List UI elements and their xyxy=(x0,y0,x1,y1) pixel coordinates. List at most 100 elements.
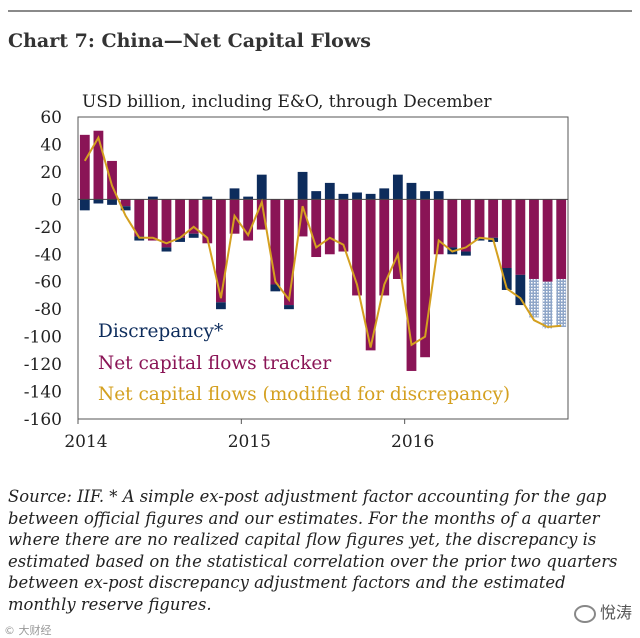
tracker-bar xyxy=(188,199,199,234)
discrepancy-bar xyxy=(147,196,158,200)
tracker-bar xyxy=(120,199,131,207)
tracker-bar xyxy=(515,199,526,275)
tracker-bar xyxy=(134,199,145,237)
discrepancy-bar xyxy=(120,206,131,211)
discrepancy-bar xyxy=(93,199,104,204)
discrepancy-bar xyxy=(284,305,294,310)
discrepancy-bar xyxy=(229,188,240,200)
estimated-discrepancy-bar xyxy=(529,278,539,318)
tracker-bar xyxy=(406,199,417,371)
tracker-bar xyxy=(392,199,403,279)
discrepancy-bar xyxy=(79,199,90,211)
bottom-caption: © 大财经 xyxy=(4,624,52,637)
watermark: 悅涛 xyxy=(573,599,632,623)
y-tick-label: -80 xyxy=(35,300,62,320)
tracker-bar xyxy=(501,199,512,268)
discrepancy-bar xyxy=(474,237,485,241)
plot-frame xyxy=(77,116,569,420)
net-capital-flows-line xyxy=(83,135,562,348)
tracker-bar xyxy=(284,199,294,306)
y-tick-label: 40 xyxy=(40,135,62,155)
y-tick-label: -120 xyxy=(24,355,62,375)
tracker-bar xyxy=(93,130,104,200)
tracker-bar xyxy=(175,199,185,238)
tracker-bar xyxy=(270,199,281,285)
discrepancy-bar xyxy=(297,171,308,200)
discrepancy-bar xyxy=(202,196,213,200)
x-axis: 2014 2015 2016 xyxy=(64,419,434,452)
x-tick-label: 2014 xyxy=(64,432,107,452)
tracker-bar xyxy=(161,199,172,248)
tracker-bar xyxy=(147,199,158,241)
discrepancy-bar xyxy=(501,268,512,290)
y-tick-label: 0 xyxy=(51,190,62,210)
tracker-bar xyxy=(324,199,335,255)
discrepancy-bar xyxy=(461,251,471,256)
discrepancy-bar xyxy=(352,192,362,200)
tracker-bar xyxy=(447,199,458,248)
source-footnote: Source: IIF. * A simple ex-post adjustme… xyxy=(8,487,618,614)
discrepancy-bar xyxy=(188,233,199,238)
tracker-bar xyxy=(488,199,499,238)
legend: Discrepancy* Net capital flows tracker N… xyxy=(98,321,510,405)
y-tick-label: -60 xyxy=(35,273,62,293)
tracker-bar xyxy=(365,199,376,351)
tracker-bar xyxy=(433,199,444,255)
legend-discrepancy: Discrepancy* xyxy=(98,321,223,342)
y-tick-label: -160 xyxy=(24,410,62,430)
tracker-bar xyxy=(297,199,308,237)
discrepancy-bar xyxy=(365,193,376,200)
tracker-bar xyxy=(461,199,471,252)
chart: USD billion, including E&O, through Dece… xyxy=(24,92,569,452)
discrepancy-bar xyxy=(216,302,226,310)
watermark-text: 悅涛 xyxy=(599,603,632,622)
estimated-discrepancy-bar xyxy=(542,281,553,329)
discrepancy-bar xyxy=(433,191,444,200)
plot-area: 60 40 20 0 -20 -40 -60 -80 -100 -120 -140 -160 2014… xyxy=(24,108,569,452)
discrepancy-bar xyxy=(107,199,117,205)
tracker-bar xyxy=(474,199,485,238)
tracker-bar xyxy=(338,199,349,252)
y-tick-label: 60 xyxy=(40,108,62,128)
y-axis: 60 40 20 0 -20 -40 -60 -80 -100 -120 -140 -160 xyxy=(24,108,62,430)
tracker-bar xyxy=(216,199,226,303)
x-tick-label: 2015 xyxy=(228,432,271,452)
discrepancy-bar xyxy=(515,274,526,306)
legend-tracker: Net capital flows tracker xyxy=(98,353,331,374)
y-tick-label: -20 xyxy=(35,218,62,238)
discrepancy-bar xyxy=(256,174,267,200)
tracker-bar xyxy=(529,199,539,279)
discrepancy-bar xyxy=(379,188,390,200)
discrepancy-bar xyxy=(175,237,185,242)
estimated-discrepancy-bar xyxy=(556,278,567,328)
tracker-bar xyxy=(311,199,322,258)
tracker-bar xyxy=(542,199,553,282)
discrepancy-bar xyxy=(338,193,349,200)
legend-modified-line: Net capital flows (modified for discrepa… xyxy=(98,384,510,405)
discrepancy-bar xyxy=(324,182,335,200)
discrepancy-bar xyxy=(161,247,172,252)
discrepancy-bar xyxy=(406,182,417,200)
discrepancy-bar xyxy=(392,174,403,200)
tracker-bar xyxy=(107,160,117,200)
y-tick-label: -100 xyxy=(24,328,62,348)
wechat-icon xyxy=(573,604,596,623)
discrepancy-bar xyxy=(420,191,430,200)
discrepancy-bar xyxy=(243,196,254,200)
y-tick-label: 20 xyxy=(40,163,62,183)
bars xyxy=(79,130,567,371)
x-tick-label: 2016 xyxy=(391,432,434,452)
tracker-bar xyxy=(243,199,254,241)
top-rule xyxy=(8,10,632,12)
tracker-bar xyxy=(202,199,213,244)
tracker-bar xyxy=(556,199,567,279)
y-tick-label: -140 xyxy=(24,383,62,403)
chart-title: Chart 7: China—Net Capital Flows xyxy=(8,30,371,52)
tracker-bar xyxy=(79,134,90,200)
tracker-bar xyxy=(352,199,362,296)
chart-subtitle: USD billion, including E&O, through Dece… xyxy=(82,92,492,112)
tracker-bar xyxy=(379,199,390,296)
y-tick-label: -40 xyxy=(35,245,62,265)
tracker-bar xyxy=(256,199,267,230)
discrepancy-bar xyxy=(270,284,281,292)
